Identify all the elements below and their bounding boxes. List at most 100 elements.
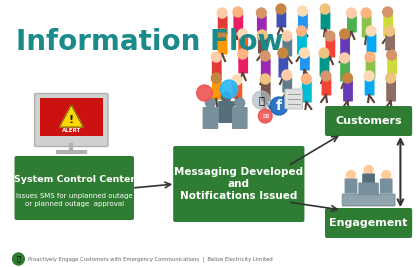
FancyBboxPatch shape [212,80,222,100]
Circle shape [13,253,24,265]
Circle shape [365,52,375,62]
FancyBboxPatch shape [238,37,248,54]
FancyBboxPatch shape [173,146,304,222]
FancyBboxPatch shape [342,194,395,206]
Text: !: ! [69,115,74,125]
FancyBboxPatch shape [282,77,292,92]
Polygon shape [60,105,83,127]
Text: ALERT: ALERT [62,128,81,134]
Circle shape [252,91,270,109]
Circle shape [238,29,248,39]
FancyBboxPatch shape [232,83,242,99]
FancyBboxPatch shape [320,11,331,29]
FancyBboxPatch shape [218,15,228,34]
Text: ✉: ✉ [262,112,268,120]
Text: Proactively Engage Customers with Emergency Communications  |  Belize Electricit: Proactively Engage Customers with Emerge… [28,256,273,262]
FancyBboxPatch shape [34,93,108,147]
Circle shape [346,8,356,18]
Circle shape [319,48,329,58]
Circle shape [276,4,286,14]
Circle shape [325,31,335,41]
Circle shape [361,8,371,18]
Circle shape [278,48,288,58]
Circle shape [387,50,396,60]
FancyBboxPatch shape [344,179,357,194]
FancyBboxPatch shape [218,101,234,123]
Text: Engagement: Engagement [329,218,408,228]
Circle shape [238,49,248,59]
FancyBboxPatch shape [383,14,393,37]
Text: System Control Center: System Control Center [14,175,135,183]
Circle shape [299,48,309,58]
FancyBboxPatch shape [366,60,375,78]
Circle shape [235,98,245,108]
FancyBboxPatch shape [40,98,102,136]
Circle shape [282,70,292,80]
FancyBboxPatch shape [358,183,379,195]
Text: 🌿: 🌿 [16,256,21,262]
Circle shape [340,53,349,63]
FancyBboxPatch shape [232,107,248,129]
FancyBboxPatch shape [234,14,243,33]
Circle shape [298,6,307,16]
FancyBboxPatch shape [202,107,218,129]
Circle shape [383,7,393,17]
Text: Messaging Developed
and
Notifications Issued: Messaging Developed and Notifications Is… [174,167,303,201]
FancyBboxPatch shape [326,38,335,57]
FancyBboxPatch shape [362,174,375,189]
Circle shape [232,75,242,85]
Circle shape [364,71,374,81]
Circle shape [217,8,227,18]
Circle shape [364,166,373,175]
Circle shape [343,73,352,83]
Circle shape [205,98,215,108]
FancyBboxPatch shape [212,60,222,80]
FancyBboxPatch shape [15,156,134,220]
Circle shape [320,4,330,14]
Circle shape [297,26,306,36]
Circle shape [258,109,272,123]
Circle shape [197,85,213,101]
FancyBboxPatch shape [261,81,270,101]
FancyBboxPatch shape [347,15,357,33]
FancyBboxPatch shape [367,33,376,53]
FancyBboxPatch shape [282,38,292,57]
Circle shape [270,97,288,115]
Circle shape [233,7,243,17]
FancyBboxPatch shape [362,15,372,37]
FancyBboxPatch shape [258,37,268,53]
Text: 📞: 📞 [258,95,264,105]
Circle shape [382,171,391,179]
Circle shape [321,71,331,81]
Text: f: f [276,99,282,113]
Text: Customers: Customers [335,116,402,126]
Circle shape [217,28,227,38]
Circle shape [366,26,376,36]
FancyBboxPatch shape [298,14,308,29]
FancyBboxPatch shape [325,208,412,238]
FancyBboxPatch shape [320,56,329,77]
Circle shape [282,31,292,41]
FancyBboxPatch shape [322,78,331,96]
FancyBboxPatch shape [385,33,395,50]
Text: Information Flow: Information Flow [16,28,284,56]
FancyBboxPatch shape [257,15,267,32]
FancyBboxPatch shape [238,57,248,73]
Circle shape [211,73,221,83]
FancyBboxPatch shape [365,78,375,96]
Circle shape [260,51,270,61]
Circle shape [346,171,355,179]
FancyBboxPatch shape [278,56,288,77]
FancyBboxPatch shape [325,106,412,136]
Circle shape [221,92,231,102]
Circle shape [260,74,270,84]
Circle shape [340,29,349,39]
Circle shape [257,30,267,40]
FancyBboxPatch shape [340,37,350,56]
FancyBboxPatch shape [261,58,270,77]
Circle shape [302,74,311,84]
FancyBboxPatch shape [300,56,310,70]
FancyBboxPatch shape [343,80,353,101]
FancyBboxPatch shape [285,89,302,109]
Circle shape [257,8,266,18]
